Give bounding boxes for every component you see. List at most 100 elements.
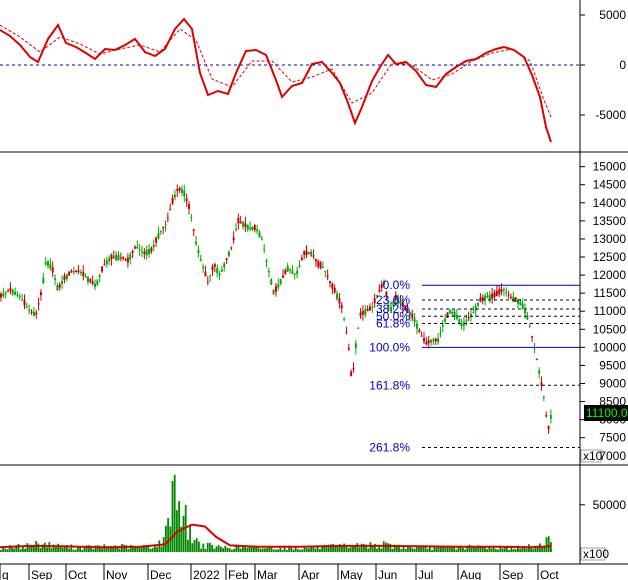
volume-bar bbox=[319, 549, 321, 552]
volume-bar bbox=[136, 547, 139, 552]
candle-body bbox=[531, 336, 534, 338]
volume-bar bbox=[156, 547, 158, 552]
volume-bar bbox=[341, 545, 343, 552]
candle-body bbox=[44, 262, 47, 265]
volume-bar bbox=[349, 547, 352, 552]
volume-bar bbox=[248, 546, 251, 552]
candle-body bbox=[82, 271, 85, 277]
candle-body bbox=[418, 329, 421, 333]
candle-body bbox=[91, 281, 94, 284]
volume-bar bbox=[444, 547, 447, 552]
candle-body bbox=[397, 297, 400, 303]
volume-bar bbox=[167, 518, 169, 552]
candle-body bbox=[260, 238, 263, 240]
candle-body bbox=[30, 311, 33, 313]
candle-body bbox=[289, 269, 292, 271]
volume-bar bbox=[55, 547, 57, 552]
candle-body bbox=[472, 311, 475, 313]
volume-bar bbox=[19, 549, 22, 552]
volume-bar bbox=[385, 542, 387, 552]
price-scale-tag-box bbox=[580, 449, 602, 463]
candle-body bbox=[157, 232, 160, 239]
volume-bar bbox=[266, 548, 268, 552]
volume-bar bbox=[365, 544, 367, 552]
candle-body bbox=[70, 270, 73, 273]
volume-bar bbox=[30, 545, 33, 552]
candle-body bbox=[117, 255, 120, 260]
volume-bar bbox=[8, 545, 11, 552]
candle-body bbox=[376, 295, 378, 297]
chart-frame bbox=[0, 0, 628, 565]
volume-bar bbox=[466, 546, 469, 552]
volume-bar bbox=[228, 548, 231, 552]
candle-body bbox=[444, 318, 447, 322]
candle-body bbox=[242, 222, 245, 227]
volume-bar bbox=[165, 525, 167, 552]
candle-body bbox=[549, 415, 552, 419]
volume-bar bbox=[367, 548, 370, 552]
candle-body bbox=[112, 256, 115, 258]
volume-panel: 50000 x100 bbox=[0, 474, 626, 561]
volume-bar bbox=[6, 549, 9, 552]
candle-body bbox=[286, 266, 289, 272]
candle-body bbox=[218, 273, 221, 276]
volume-bar bbox=[68, 548, 70, 552]
volume-bar bbox=[127, 549, 130, 552]
candle-body bbox=[441, 325, 444, 327]
candle-body bbox=[380, 283, 383, 289]
candle-body bbox=[169, 209, 172, 211]
volume-bar bbox=[308, 548, 310, 552]
volume-bar bbox=[149, 548, 152, 552]
volume-bar bbox=[231, 549, 233, 552]
volume-bar bbox=[499, 545, 502, 552]
month-label: Apr bbox=[301, 568, 320, 580]
volume-bar bbox=[536, 545, 539, 552]
volume-bar bbox=[74, 549, 77, 552]
month-label: Sep bbox=[502, 568, 524, 580]
volume-bar bbox=[360, 543, 363, 552]
x-axis: g Sep Oct Nov Dec 2022 Feb Mar Apr May Jun Jul Aug Se… bbox=[0, 564, 559, 580]
candle-body bbox=[498, 289, 501, 295]
candle-body bbox=[486, 296, 489, 298]
candle-body bbox=[126, 257, 129, 263]
last-price-tag: 11100.00 bbox=[584, 405, 628, 421]
volume-bar bbox=[180, 526, 183, 552]
volume-bar bbox=[356, 543, 359, 552]
candle-body bbox=[199, 259, 202, 261]
candle-body bbox=[535, 358, 538, 360]
volume-bar bbox=[171, 481, 174, 552]
volume-bar bbox=[532, 548, 535, 552]
month-label: Nov bbox=[106, 568, 127, 580]
candle-body bbox=[321, 266, 324, 268]
candle-body bbox=[451, 311, 454, 314]
volume-bar bbox=[151, 548, 154, 552]
volume-bar bbox=[486, 549, 488, 552]
candle-body bbox=[284, 270, 287, 275]
candle-body bbox=[509, 296, 512, 298]
volume-bar bbox=[391, 548, 394, 552]
volume-bar bbox=[497, 549, 499, 552]
candle-body bbox=[244, 223, 247, 227]
volume-bar bbox=[431, 549, 433, 552]
price-tick-label: 7500 bbox=[599, 431, 626, 445]
volume-bar bbox=[371, 546, 374, 552]
candle-body bbox=[512, 296, 515, 302]
volume-bar bbox=[213, 548, 216, 552]
candle-body bbox=[484, 295, 487, 301]
price-tick-label: 7000 bbox=[599, 449, 626, 463]
osc-tick-label: 5000 bbox=[599, 8, 626, 22]
volume-bar bbox=[70, 544, 73, 552]
volume-bar bbox=[312, 546, 315, 552]
volume-bar bbox=[154, 544, 156, 552]
volume-bar bbox=[178, 501, 180, 552]
candle-body bbox=[77, 270, 80, 272]
volume-bar bbox=[160, 546, 163, 552]
volume-bar bbox=[426, 548, 429, 552]
candle-body bbox=[491, 293, 494, 299]
volume-bar bbox=[246, 547, 249, 552]
candle-body bbox=[162, 227, 165, 229]
candle-body bbox=[467, 316, 470, 319]
candle-body bbox=[293, 273, 296, 275]
oscillator-panel: 5000 0 -5000 bbox=[0, 8, 626, 143]
